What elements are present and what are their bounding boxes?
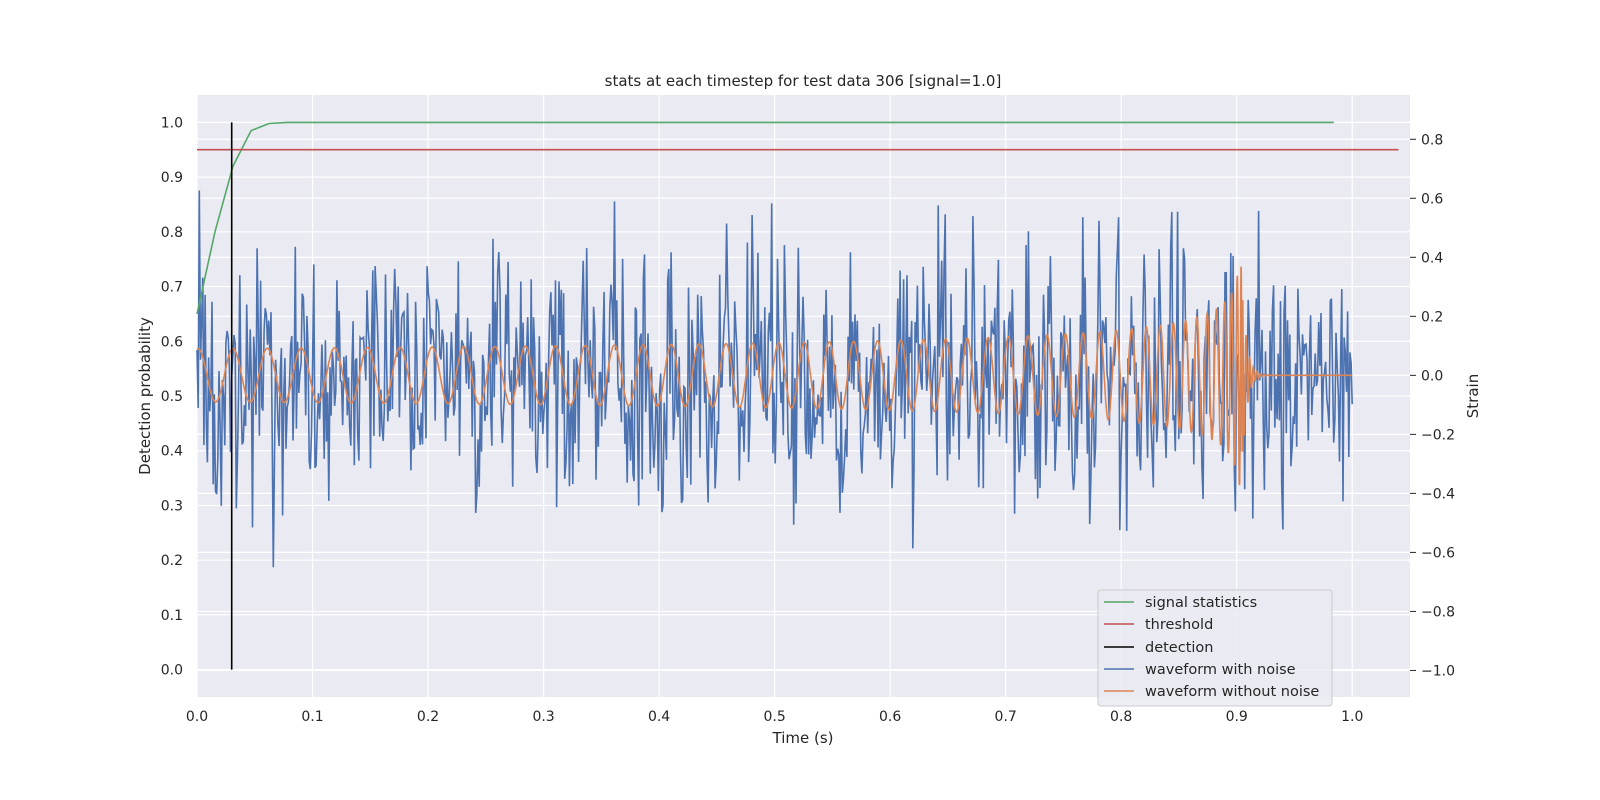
y-tick-label-left: 0.0: [161, 663, 183, 679]
x-tick-label: 0.8: [1110, 709, 1132, 725]
y-tick-label-right: 0.6: [1421, 191, 1443, 207]
y-tick-label-left: 0.8: [161, 225, 183, 241]
y-tick-label-right: 0.2: [1421, 309, 1443, 325]
x-axis-label: Time (s): [772, 729, 834, 747]
x-tick-label: 0.0: [186, 709, 208, 725]
x-tick-label: 1.0: [1341, 709, 1363, 725]
legend-label-signal-statistics: signal statistics: [1145, 595, 1257, 611]
y-tick-label-right: −0.4: [1421, 486, 1455, 502]
y-tick-label-left: 0.1: [161, 608, 183, 624]
y-axis-label-left: Detection probability: [136, 317, 154, 475]
legend-label-detection: detection: [1145, 640, 1213, 656]
y-tick-label-right: −0.2: [1421, 427, 1455, 443]
legend-label-threshold: threshold: [1145, 617, 1213, 633]
x-tick-label: 0.3: [532, 709, 554, 725]
y-tick-label-left: 0.9: [161, 170, 183, 186]
x-tick-label: 0.1: [301, 709, 323, 725]
y-tick-label-left: 1.0: [161, 115, 183, 131]
y-tick-label-right: −0.6: [1421, 545, 1455, 561]
legend-label-waveform-with-noise: waveform with noise: [1145, 662, 1296, 678]
y-tick-label-right: 0.0: [1421, 368, 1443, 384]
x-tick-label: 0.7: [995, 709, 1017, 725]
legend-box: [1097, 589, 1333, 707]
chart-title: stats at each timestep for test data 306…: [605, 72, 1002, 90]
x-tick-label: 0.4: [648, 709, 670, 725]
y-tick-label-left: 0.6: [161, 334, 183, 350]
x-tick-label: 0.6: [879, 709, 901, 725]
y-tick-label-right: 0.8: [1421, 132, 1443, 148]
x-tick-label: 0.5: [763, 709, 785, 725]
legend: signal statistics threshold detection wa…: [1097, 589, 1333, 707]
series-line-waveform-without-noise: [196, 266, 1353, 486]
series-line-signal-statistics: [196, 121, 1334, 315]
y-tick-label-right: 0.4: [1421, 250, 1443, 266]
x-tick-label: 0.9: [1226, 709, 1248, 725]
ticks: 0.0 0.1 0.2 0.3 0.4 0.5 0.6 0.7 0.8 0.9 1.0 0.0 0.1 0…: [161, 115, 1455, 725]
legend-label-waveform-without-noise: waveform without noise: [1145, 684, 1319, 700]
y-tick-label-left: 0.5: [161, 389, 183, 405]
y-tick-label-left: 0.3: [161, 498, 183, 514]
y-tick-label-left: 0.4: [161, 444, 183, 460]
series-layer: [196, 121, 1399, 670]
y-tick-label-left: 0.7: [161, 280, 183, 296]
y-axis-label-right: Strain: [1464, 374, 1482, 418]
series-line-waveform-with-noise: [196, 190, 1353, 568]
x-tick-label: 0.2: [417, 709, 439, 725]
y-tick-label-right: −1.0: [1421, 663, 1455, 679]
y-tick-label-right: −0.8: [1421, 604, 1455, 620]
y-tick-label-left: 0.2: [161, 553, 183, 569]
